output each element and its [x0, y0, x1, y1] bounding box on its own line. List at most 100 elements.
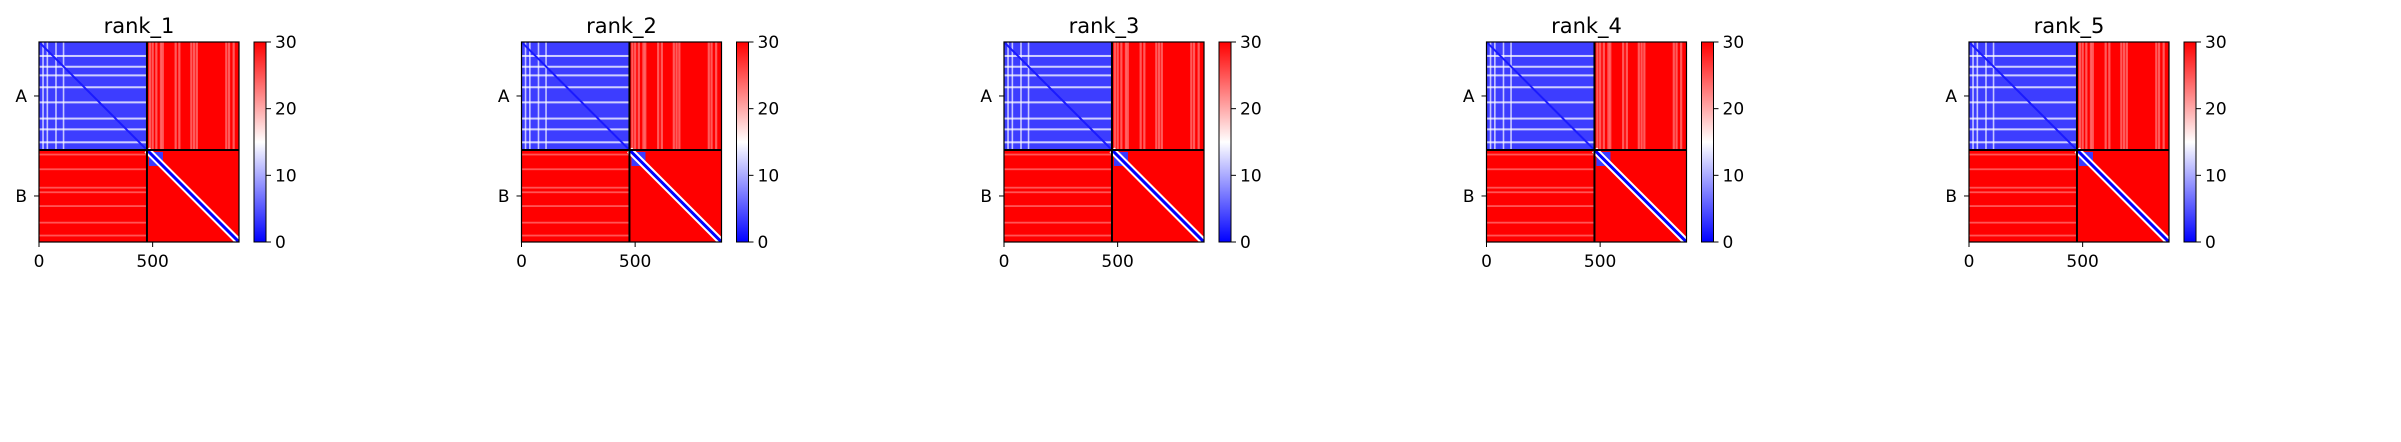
heatmap-streak [161, 42, 164, 150]
heatmap-streak [1969, 168, 2077, 171]
x-tick-label: 500 [136, 252, 168, 272]
heatmap-streak [1622, 42, 1625, 150]
heatmap-stripe [1489, 42, 1492, 150]
y-tick-label: B [1945, 187, 1957, 207]
heatmap-stripe [1486, 65, 1595, 68]
heatmap-image [1486, 42, 1687, 242]
heatmap-streak [1969, 221, 2077, 224]
x-tick-label: 0 [999, 252, 1010, 272]
heatmap-stripe [1020, 42, 1022, 150]
heatmap-stripe [55, 42, 57, 150]
heatmap-streak [521, 153, 630, 156]
heatmap-streak [192, 42, 196, 150]
heatmap-stripe [39, 74, 147, 77]
heatmap-streak [1143, 42, 1146, 150]
heatmap-diagonal-b [1593, 148, 1687, 242]
colorbar-tick-label: 20 [275, 100, 297, 120]
heatmap-streak [1004, 234, 1112, 237]
heatmap-panel-4: rank_4 0 500 A B 0 10 20 30 [1463, 14, 1744, 272]
heatmap-stripe [1985, 42, 1987, 150]
heatmap-streak [178, 42, 181, 150]
colorbar-tick-label: 30 [1723, 33, 1745, 53]
colorbar-tick-label: 20 [2205, 100, 2227, 120]
heatmap-streak [672, 42, 675, 150]
heatmap-streak [232, 42, 235, 150]
heatmap-stripe [1004, 117, 1112, 120]
heatmap-streak [710, 42, 713, 150]
colorbar-tick-label: 10 [1240, 166, 1262, 186]
y-tick-label: B [1463, 187, 1475, 207]
heatmap-stripe [1486, 128, 1595, 131]
heatmap-stripe [46, 42, 49, 150]
heatmap-streak [2078, 42, 2081, 150]
y-tick-label: A [980, 87, 992, 107]
heatmap-streak [1004, 221, 1112, 224]
chart-title: rank_3 [1069, 14, 1140, 39]
heatmap-streak [1625, 42, 1628, 150]
heatmap-streak [2125, 42, 2128, 150]
heatmap-diagonal-a [1969, 42, 2078, 151]
heatmap-stripe [39, 101, 147, 104]
heatmap-streak [637, 42, 640, 150]
heatmap-streak [39, 221, 147, 224]
heatmap-streak [1004, 186, 1112, 189]
heatmap-stripe [1004, 141, 1112, 144]
heatmap-stripe [42, 42, 44, 150]
x-tick-label: 500 [2066, 252, 2098, 272]
heatmap-stripe [1486, 74, 1595, 77]
heatmap-streak [1486, 221, 1595, 224]
x-tick-label: 500 [619, 252, 651, 272]
colorbar [1219, 42, 1231, 242]
chart-title: rank_2 [586, 14, 657, 39]
heatmap-streak [657, 42, 660, 150]
y-tick-label: A [1463, 87, 1475, 107]
heatmap-streak [1672, 42, 1675, 150]
heatmap-stripe [1011, 42, 1014, 150]
heatmap-streak [2091, 42, 2094, 150]
heatmap-stripe [1502, 42, 1505, 150]
heatmap-streak [2122, 42, 2126, 150]
axes-frame [1485, 41, 1688, 243]
colorbar-tick-label: 20 [758, 100, 780, 120]
heatmap-streak [1139, 42, 1142, 150]
heatmap-panel-2: rank_2 0 500 A B 0 10 20 30 [498, 14, 779, 272]
heatmap-streak [1607, 42, 1610, 150]
heatmap-panel-3: rank_3 0 500 A B 0 10 20 30 [980, 14, 1261, 272]
heatmap-streak [1969, 205, 2077, 207]
heatmap-streak [644, 42, 647, 150]
heatmap-streak [521, 205, 630, 207]
heatmap-stripe [1976, 42, 1979, 150]
heatmap-stripe [1969, 141, 2077, 144]
colorbar-tick-label: 10 [758, 166, 780, 186]
heatmap-streak [1113, 42, 1116, 150]
y-tick-label: A [498, 87, 510, 107]
heatmap-stripe [1004, 54, 1112, 57]
heatmap-streak [1969, 186, 2077, 189]
heatmap-streak [39, 186, 147, 189]
colorbar-tick-label: 20 [1240, 100, 1262, 120]
heatmap-stripe [521, 141, 630, 144]
heatmap-streak [1190, 42, 1193, 150]
x-tick-label: 0 [1964, 252, 1975, 272]
colorbar [2184, 42, 2196, 242]
heatmap-stripe [537, 42, 540, 150]
heatmap-streak [2081, 42, 2084, 150]
colorbar-tick-label: 30 [2205, 33, 2227, 53]
y-tick-label: B [15, 187, 27, 207]
colorbar-tick-label: 30 [1240, 33, 1262, 53]
heatmap-streak [1486, 153, 1595, 156]
y-tick-label: A [1945, 87, 1957, 107]
heatmap-stripe [1486, 117, 1595, 120]
heatmap-streak [2120, 42, 2123, 150]
heatmap-stripe [1004, 65, 1112, 68]
heatmap-stripe [1969, 117, 2077, 120]
heatmap-streak [521, 168, 630, 171]
heatmap-stripe [1004, 74, 1112, 77]
heatmap-image [521, 42, 722, 242]
heatmap-streak [39, 168, 147, 171]
heatmap-stripe [1486, 86, 1595, 89]
heatmap-streak [2108, 42, 2111, 150]
heatmap-stripe [62, 42, 65, 150]
heatmap-stripe [521, 54, 630, 57]
colorbar-frame [1218, 41, 1232, 243]
